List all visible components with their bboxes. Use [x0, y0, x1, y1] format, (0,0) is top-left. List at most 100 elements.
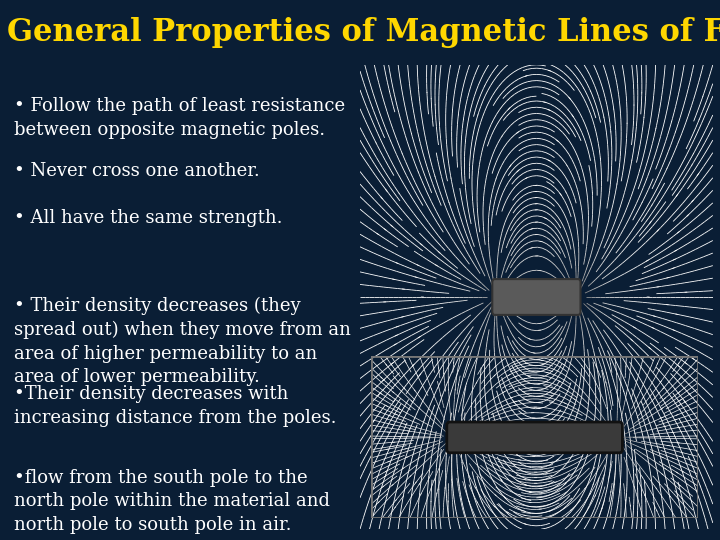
Text: • Their density decreases (they
spread out) when they move from an
area of highe: • Their density decreases (they spread o… [14, 297, 351, 387]
FancyArrowPatch shape [662, 408, 663, 409]
FancyArrowPatch shape [476, 382, 477, 383]
FancyArrowPatch shape [392, 362, 394, 364]
FancyArrowPatch shape [678, 498, 679, 500]
FancyArrowPatch shape [510, 165, 511, 167]
FancyArrowPatch shape [656, 488, 657, 489]
FancyArrowPatch shape [574, 399, 575, 400]
FancyArrowPatch shape [378, 394, 379, 396]
FancyArrowPatch shape [384, 228, 386, 230]
FancyArrowPatch shape [528, 339, 531, 340]
FancyArrowPatch shape [657, 230, 659, 232]
FancyArrowPatch shape [548, 160, 550, 161]
FancyArrowPatch shape [494, 506, 495, 507]
FancyArrowPatch shape [672, 329, 675, 330]
FancyArrowPatch shape [569, 378, 570, 379]
FancyArrowPatch shape [395, 500, 397, 501]
Text: • Follow the path of least resistance
between opposite magnetic poles.: • Follow the path of least resistance be… [14, 97, 346, 139]
FancyArrowPatch shape [495, 366, 496, 367]
FancyArrowPatch shape [675, 250, 677, 252]
FancyArrowPatch shape [526, 178, 528, 179]
FancyArrowPatch shape [392, 392, 394, 393]
FancyArrowPatch shape [676, 194, 678, 197]
FancyArrowPatch shape [385, 471, 387, 472]
FancyBboxPatch shape [492, 279, 580, 315]
FancyArrowPatch shape [673, 259, 675, 260]
FancyArrowPatch shape [661, 457, 663, 458]
FancyArrowPatch shape [380, 393, 382, 394]
FancyArrowPatch shape [508, 375, 510, 376]
FancyArrowPatch shape [569, 97, 571, 99]
FancyArrowPatch shape [542, 345, 544, 346]
FancyArrowPatch shape [385, 189, 387, 191]
FancyArrowPatch shape [556, 420, 558, 422]
FancyArrowPatch shape [436, 265, 437, 266]
FancyArrowPatch shape [378, 502, 379, 503]
FancyArrowPatch shape [382, 486, 384, 487]
FancyArrowPatch shape [687, 215, 688, 217]
FancyArrowPatch shape [676, 472, 678, 473]
FancyArrowPatch shape [564, 403, 566, 404]
FancyArrowPatch shape [546, 372, 549, 373]
FancyArrowPatch shape [547, 414, 549, 415]
FancyArrowPatch shape [642, 477, 643, 478]
FancyArrowPatch shape [670, 496, 671, 497]
FancyArrowPatch shape [386, 364, 387, 366]
FancyArrowPatch shape [392, 484, 393, 485]
FancyArrowPatch shape [659, 447, 661, 448]
FancyArrowPatch shape [381, 197, 382, 199]
FancyArrowPatch shape [503, 392, 505, 393]
FancyArrowPatch shape [563, 425, 564, 427]
FancyArrowPatch shape [565, 407, 567, 408]
FancyArrowPatch shape [475, 451, 477, 452]
FancyArrowPatch shape [410, 476, 411, 477]
FancyArrowPatch shape [525, 434, 527, 435]
FancyArrowPatch shape [389, 395, 390, 396]
FancyArrowPatch shape [646, 260, 648, 261]
Text: General Properties of Magnetic Lines of Force: General Properties of Magnetic Lines of … [7, 17, 720, 48]
FancyArrowPatch shape [391, 364, 392, 366]
FancyArrowPatch shape [396, 326, 398, 327]
FancyArrowPatch shape [678, 363, 679, 364]
FancyArrowPatch shape [688, 393, 690, 395]
FancyArrowPatch shape [404, 388, 405, 389]
FancyArrowPatch shape [697, 173, 698, 176]
FancyArrowPatch shape [402, 316, 404, 317]
FancyArrowPatch shape [662, 474, 663, 475]
FancyArrowPatch shape [495, 495, 496, 496]
FancyArrowPatch shape [438, 252, 440, 253]
FancyArrowPatch shape [542, 364, 544, 365]
FancyArrowPatch shape [395, 414, 397, 415]
FancyArrowPatch shape [524, 515, 526, 516]
FancyArrowPatch shape [559, 381, 561, 382]
FancyArrowPatch shape [679, 378, 680, 379]
FancyArrowPatch shape [377, 233, 379, 235]
FancyArrowPatch shape [372, 421, 374, 423]
FancyArrowPatch shape [399, 409, 400, 410]
FancyArrowPatch shape [531, 247, 533, 248]
FancyArrowPatch shape [412, 364, 414, 366]
FancyArrowPatch shape [415, 277, 417, 278]
FancyArrowPatch shape [692, 358, 694, 359]
FancyArrowPatch shape [516, 454, 518, 456]
FancyArrowPatch shape [507, 512, 509, 513]
FancyArrowPatch shape [678, 366, 680, 367]
FancyArrowPatch shape [557, 140, 559, 141]
FancyArrowPatch shape [384, 476, 386, 477]
FancyArrowPatch shape [551, 393, 553, 394]
FancyArrowPatch shape [664, 426, 666, 427]
FancyArrowPatch shape [662, 388, 664, 389]
FancyArrowPatch shape [417, 265, 419, 266]
FancyArrowPatch shape [528, 376, 531, 377]
FancyArrowPatch shape [684, 401, 685, 403]
FancyArrowPatch shape [564, 483, 567, 484]
FancyArrowPatch shape [583, 377, 584, 379]
FancyArrowPatch shape [515, 401, 517, 402]
FancyArrowPatch shape [393, 400, 395, 402]
FancyArrowPatch shape [387, 461, 390, 462]
FancyArrowPatch shape [643, 397, 644, 398]
FancyArrowPatch shape [483, 364, 484, 366]
FancyArrowPatch shape [420, 244, 422, 245]
FancyArrowPatch shape [494, 375, 495, 376]
FancyArrowPatch shape [419, 483, 420, 485]
FancyArrowPatch shape [515, 376, 517, 377]
